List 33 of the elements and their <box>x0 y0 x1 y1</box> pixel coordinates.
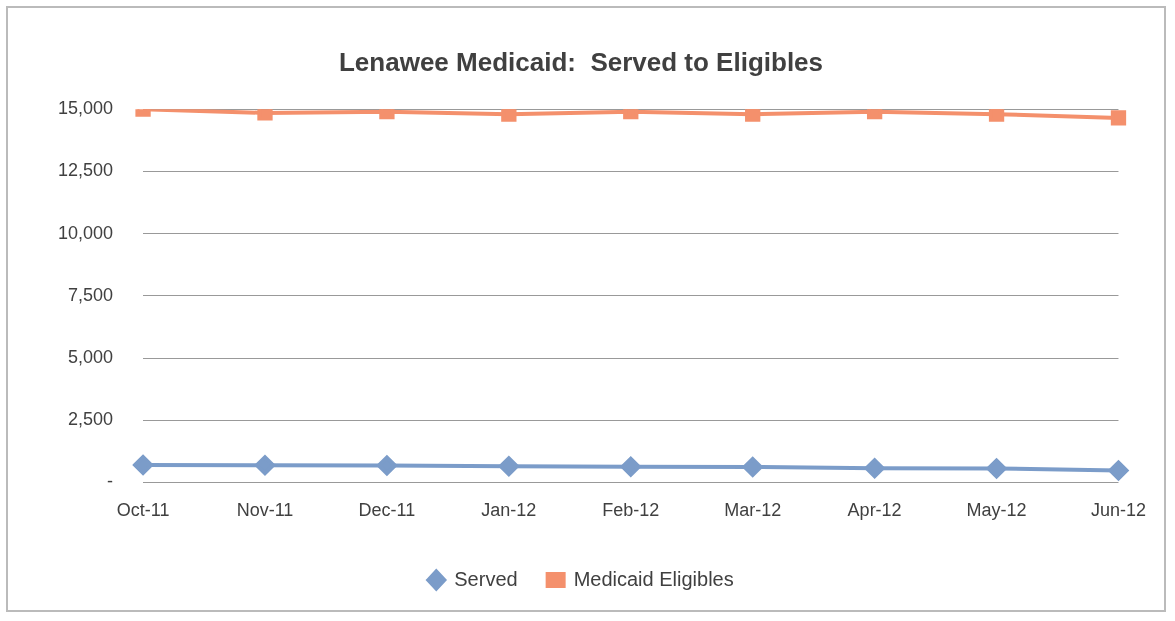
point <box>1108 460 1129 481</box>
y-tick-label: 12,500 <box>57 160 114 181</box>
point <box>742 456 763 477</box>
y-tick-label: 10,000 <box>57 222 114 243</box>
point <box>986 458 1007 479</box>
x-tick-label: Oct-11 <box>116 500 170 521</box>
point <box>501 109 517 122</box>
x-tick-label: Dec-11 <box>358 500 416 521</box>
point <box>864 458 885 479</box>
x-tick-label: May-12 <box>966 500 1027 521</box>
y-tick-label: 2,500 <box>68 409 114 430</box>
x-tick-label: Mar-12 <box>724 500 782 521</box>
x-tick-label: Apr-12 <box>847 500 902 521</box>
y-tick-label: 5,000 <box>68 346 114 367</box>
point <box>988 109 1005 122</box>
x-tick-label: Nov-11 <box>236 500 294 521</box>
x-tick-label: Jun-12 <box>1090 500 1146 521</box>
point <box>376 455 397 476</box>
legend-label: Served <box>454 567 518 590</box>
point <box>620 456 641 477</box>
y-tick-label: 15,000 <box>57 98 114 119</box>
point <box>498 456 519 477</box>
point <box>745 109 761 122</box>
chart-title: Lenawee Medicaid: Served to Eligibles <box>338 46 824 77</box>
point <box>133 454 154 475</box>
y-tick-label: - <box>107 471 114 492</box>
point <box>257 109 273 121</box>
point <box>1110 110 1127 126</box>
x-tick-label: Jan-12 <box>481 500 537 521</box>
legend-label: Medicaid Eligibles <box>573 567 734 590</box>
y-tick-label: 7,500 <box>68 284 114 305</box>
point <box>254 455 275 476</box>
x-tick-label: Feb-12 <box>602 500 660 521</box>
